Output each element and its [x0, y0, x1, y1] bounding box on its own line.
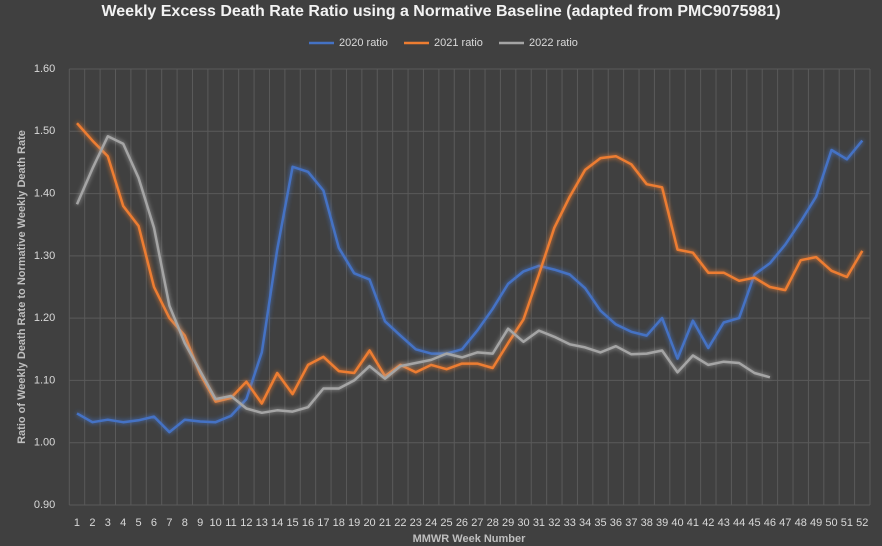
x-tick-label: 45	[748, 517, 760, 529]
x-tick-label: 38	[641, 517, 653, 529]
x-tick-label: 40	[671, 517, 683, 529]
x-tick-label: 12	[240, 517, 252, 529]
y-tick-label: 1.00	[34, 437, 55, 449]
x-tick-label: 31	[533, 517, 545, 529]
x-tick-label: 18	[333, 517, 345, 529]
x-tick-label: 26	[456, 517, 468, 529]
x-tick-label: 14	[271, 517, 283, 529]
y-tick-label: 1.20	[34, 312, 55, 324]
y-axis-title: Ratio of Weekly Death Rate to Normative …	[16, 130, 28, 444]
series-line	[75, 135, 771, 415]
x-tick-label: 23	[410, 517, 422, 529]
x-tick-label: 2	[89, 517, 95, 529]
x-tick-label: 15	[286, 517, 298, 529]
chart-title: Weekly Excess Death Rate Ratio using a N…	[101, 3, 780, 20]
series-line	[76, 139, 864, 434]
x-tick-label: 44	[733, 517, 745, 529]
x-tick-label: 20	[363, 517, 375, 529]
legend-label: 2020 ratio	[339, 37, 388, 49]
x-tick-label: 49	[810, 517, 822, 529]
y-tick-label: 1.10	[34, 374, 55, 386]
x-axis-title: MMWR Week Number	[413, 533, 527, 545]
x-tick-label: 13	[256, 517, 268, 529]
legend-label: 2022 ratio	[529, 37, 578, 49]
x-tick-label: 25	[440, 517, 452, 529]
x-tick-label: 11	[225, 517, 236, 529]
x-tick-label: 8	[182, 517, 188, 529]
x-tick-label: 10	[209, 517, 221, 529]
x-tick-label: 9	[197, 517, 203, 529]
x-tick-label: 29	[502, 517, 514, 529]
x-tick-label: 47	[779, 517, 791, 529]
x-tick-label: 16	[302, 517, 314, 529]
y-tick-label: 1.40	[34, 187, 55, 199]
x-tick-label: 28	[487, 517, 499, 529]
x-tick-label: 52	[856, 517, 868, 529]
x-tick-label: 3	[105, 517, 111, 529]
y-tick-label: 1.50	[34, 125, 55, 137]
x-tick-label: 5	[136, 517, 142, 529]
x-tick-label: 22	[394, 517, 406, 529]
x-tick-label: 33	[564, 517, 576, 529]
legend-label: 2021 ratio	[434, 37, 483, 49]
x-tick-label: 34	[579, 517, 591, 529]
x-tick-label: 39	[656, 517, 668, 529]
x-tick-label: 27	[471, 517, 483, 529]
x-tick-label: 30	[517, 517, 529, 529]
x-tick-label: 21	[379, 517, 391, 529]
x-tick-label: 51	[841, 517, 853, 529]
x-tick-label: 48	[795, 517, 807, 529]
series-line	[76, 122, 864, 405]
x-tick-label: 37	[625, 517, 637, 529]
y-tick-label: 0.90	[34, 499, 55, 511]
x-tick-label: 4	[120, 517, 126, 529]
x-tick-label: 6	[151, 517, 157, 529]
x-tick-label: 35	[594, 517, 606, 529]
y-tick-label: 1.60	[34, 63, 55, 75]
x-tick-label: 7	[166, 517, 172, 529]
x-tick-label: 36	[610, 517, 622, 529]
x-tick-label: 50	[825, 517, 837, 529]
x-tick-label: 32	[548, 517, 560, 529]
x-tick-label: 41	[687, 517, 699, 529]
x-tick-label: 19	[348, 517, 360, 529]
x-tick-label: 17	[317, 517, 329, 529]
x-tick-label: 24	[425, 517, 437, 529]
x-tick-label: 46	[764, 517, 776, 529]
y-tick-label: 1.30	[34, 250, 55, 262]
x-tick-label: 43	[718, 517, 730, 529]
x-tick-label: 1	[74, 517, 80, 529]
x-tick-label: 42	[702, 517, 714, 529]
